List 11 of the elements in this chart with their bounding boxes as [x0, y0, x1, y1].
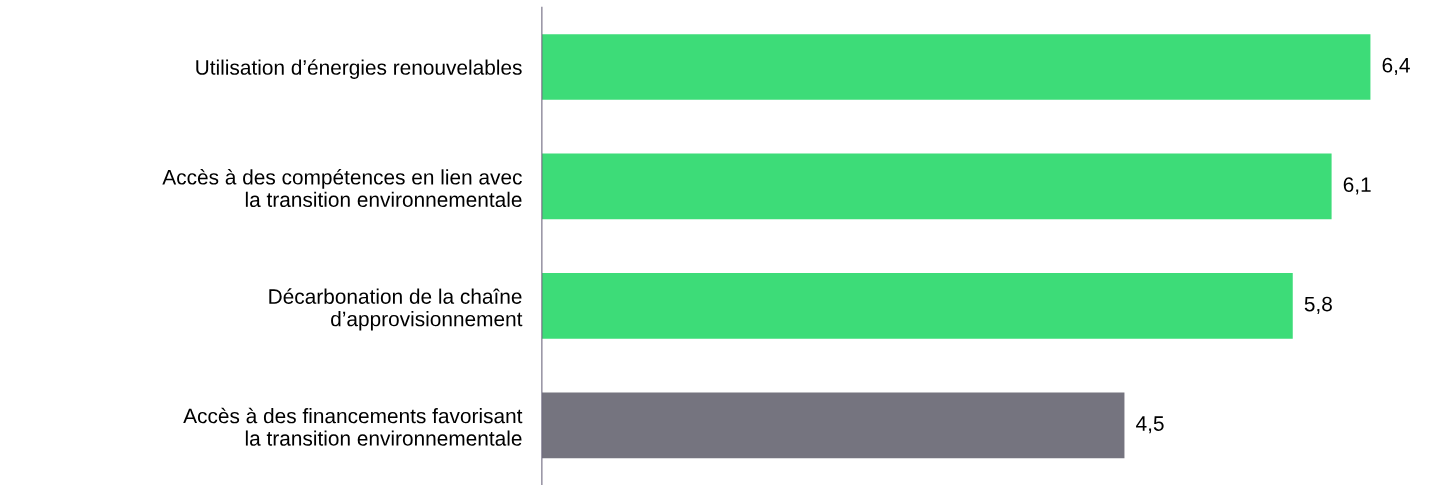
y-tick-label: Accès à des financements favorisant la transition environnementale — [183, 407, 523, 446]
data-label: 4,5 — [1136, 416, 1164, 434]
data-label: 6,4 — [1382, 57, 1410, 76]
bar — [541, 153, 1332, 220]
data-label: 5,8 — [1304, 296, 1332, 314]
y-tick-label: Accès à des compétences en lien avec la transition environnementale — [162, 169, 522, 208]
bar — [541, 34, 1371, 100]
data-label: 6,1 — [1343, 177, 1371, 195]
bar — [541, 273, 1293, 339]
y-tick-label: Décarbonation de la chaîne d’approvisionnement — [269, 288, 523, 331]
y-tick-label: Utilisation d’énergies renouvelables — [196, 59, 522, 79]
